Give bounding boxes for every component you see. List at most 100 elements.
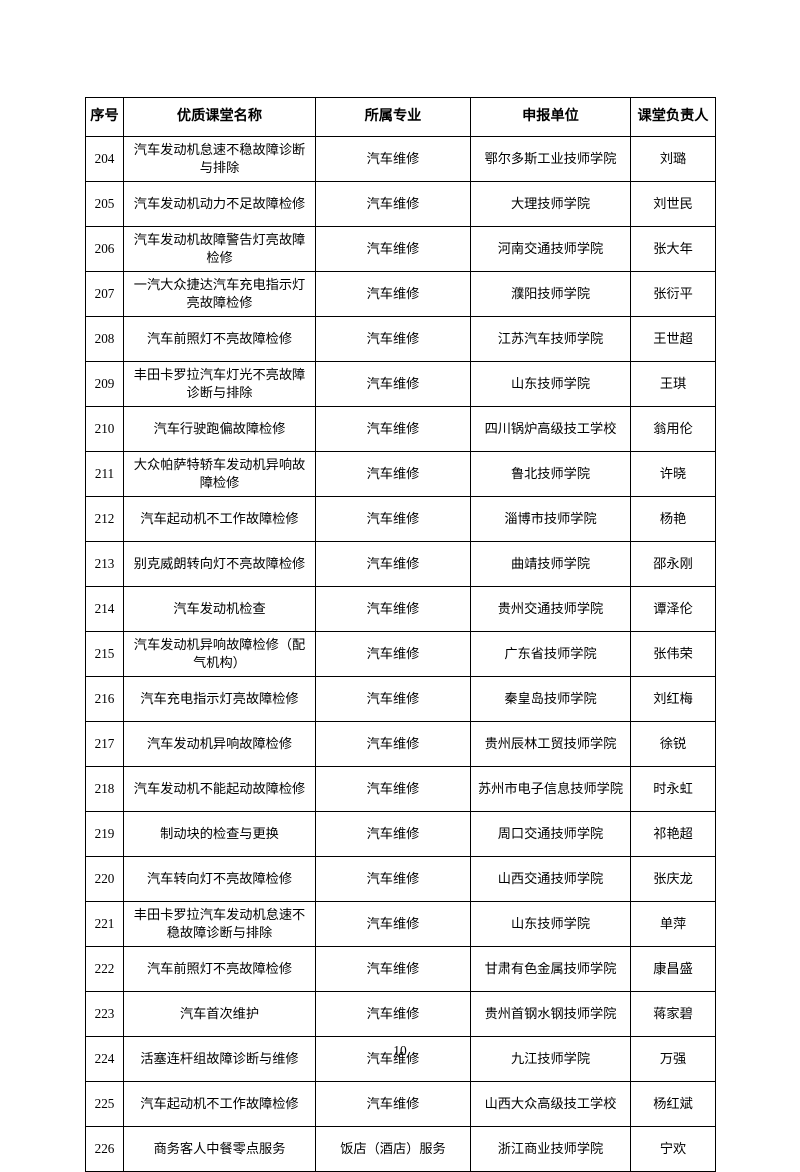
cell-declaring-unit: 贵州交通技师学院	[470, 586, 631, 632]
table-row: 226 商务客人中餐零点服务 饭店（酒店）服务 浙江商业技师学院 宁欢	[85, 1126, 716, 1172]
cell-major: 汽车维修	[315, 721, 471, 767]
cell-responsible-person: 时永虹	[630, 766, 716, 812]
cell-course-name: 汽车发动机异响故障检修（配气机构）	[123, 631, 316, 677]
cell-course-name: 别克威朗转向灯不亮故障检修	[123, 541, 316, 587]
column-header-unit: 申报单位	[470, 97, 631, 137]
cell-declaring-unit: 鲁北技师学院	[470, 451, 631, 497]
cell-declaring-unit: 浙江商业技师学院	[470, 1126, 631, 1172]
page-number: 10	[393, 1043, 407, 1058]
cell-sequence-number: 213	[85, 541, 124, 587]
cell-declaring-unit: 濮阳技师学院	[470, 271, 631, 317]
cell-sequence-number: 222	[85, 946, 124, 992]
cell-declaring-unit: 苏州市电子信息技师学院	[470, 766, 631, 812]
table-header: 序号 优质课堂名称 所属专业 申报单位 课堂负责人	[85, 97, 716, 137]
cell-course-name: 汽车前照灯不亮故障检修	[123, 316, 316, 362]
table-row: 219 制动块的检查与更换 汽车维修 周口交通技师学院 祁艳超	[85, 811, 716, 857]
cell-major: 汽车维修	[315, 451, 471, 497]
cell-sequence-number: 226	[85, 1126, 124, 1172]
cell-major: 汽车维修	[315, 1081, 471, 1127]
cell-declaring-unit: 山东技师学院	[470, 901, 631, 947]
cell-responsible-person: 康昌盛	[630, 946, 716, 992]
cell-declaring-unit: 曲靖技师学院	[470, 541, 631, 587]
cell-course-name: 商务客人中餐零点服务	[123, 1126, 316, 1172]
cell-declaring-unit: 淄博市技师学院	[470, 496, 631, 542]
table-row: 223 汽车首次维护 汽车维修 贵州首钢水钢技师学院 蒋家碧	[85, 991, 716, 1037]
cell-course-name: 汽车发动机动力不足故障检修	[123, 181, 316, 227]
cell-responsible-person: 翁用伦	[630, 406, 716, 452]
cell-major: 汽车维修	[315, 271, 471, 317]
table-row: 215 汽车发动机异响故障检修（配气机构） 汽车维修 广东省技师学院 张伟荣	[85, 631, 716, 677]
listing-table-container: 序号 优质课堂名称 所属专业 申报单位 课堂负责人 204 汽车发动机怠速不稳故障…	[85, 97, 716, 1172]
table-row: 212 汽车起动机不工作故障检修 汽车维修 淄博市技师学院 杨艳	[85, 496, 716, 542]
cell-course-name: 汽车首次维护	[123, 991, 316, 1037]
cell-major: 汽车维修	[315, 496, 471, 542]
cell-course-name: 汽车发动机怠速不稳故障诊断与排除	[123, 136, 316, 182]
cell-sequence-number: 214	[85, 586, 124, 632]
cell-responsible-person: 徐锐	[630, 721, 716, 767]
table-row: 221 丰田卡罗拉汽车发动机怠速不稳故障诊断与排除 汽车维修 山东技师学院 单萍	[85, 901, 716, 947]
cell-responsible-person: 蒋家碧	[630, 991, 716, 1037]
cell-course-name: 大众帕萨特轿车发动机异响故障检修	[123, 451, 316, 497]
table-row: 225 汽车起动机不工作故障检修 汽车维修 山西大众高级技工学校 杨红斌	[85, 1081, 716, 1127]
cell-course-name: 汽车发动机异响故障检修	[123, 721, 316, 767]
cell-sequence-number: 211	[85, 451, 124, 497]
table-row: 208 汽车前照灯不亮故障检修 汽车维修 江苏汽车技师学院 王世超	[85, 316, 716, 362]
cell-major: 汽车维修	[315, 676, 471, 722]
cell-sequence-number: 225	[85, 1081, 124, 1127]
column-header-person: 课堂负责人	[630, 97, 716, 137]
cell-course-name: 一汽大众捷达汽车充电指示灯亮故障检修	[123, 271, 316, 317]
cell-course-name: 汽车起动机不工作故障检修	[123, 496, 316, 542]
cell-course-name: 汽车发动机不能起动故障检修	[123, 766, 316, 812]
cell-responsible-person: 谭泽伦	[630, 586, 716, 632]
cell-sequence-number: 210	[85, 406, 124, 452]
cell-sequence-number: 218	[85, 766, 124, 812]
cell-course-name: 活塞连杆组故障诊断与维修	[123, 1036, 316, 1082]
cell-sequence-number: 212	[85, 496, 124, 542]
cell-major: 汽车维修	[315, 181, 471, 227]
table-row: 224 活塞连杆组故障诊断与维修 汽车维修 九江技师学院 万强	[85, 1036, 716, 1082]
cell-declaring-unit: 江苏汽车技师学院	[470, 316, 631, 362]
cell-responsible-person: 刘红梅	[630, 676, 716, 722]
cell-declaring-unit: 河南交通技师学院	[470, 226, 631, 272]
cell-sequence-number: 224	[85, 1036, 124, 1082]
column-header-course-name: 优质课堂名称	[123, 97, 316, 137]
table-row: 213 别克威朗转向灯不亮故障检修 汽车维修 曲靖技师学院 邵永刚	[85, 541, 716, 587]
cell-major: 汽车维修	[315, 586, 471, 632]
quality-classroom-table: 序号 优质课堂名称 所属专业 申报单位 课堂负责人 204 汽车发动机怠速不稳故障…	[85, 97, 716, 1172]
cell-sequence-number: 216	[85, 676, 124, 722]
cell-declaring-unit: 贵州辰林工贸技师学院	[470, 721, 631, 767]
cell-major: 汽车维修	[315, 226, 471, 272]
cell-declaring-unit: 九江技师学院	[470, 1036, 631, 1082]
cell-sequence-number: 209	[85, 361, 124, 407]
cell-course-name: 汽车转向灯不亮故障检修	[123, 856, 316, 902]
cell-sequence-number: 221	[85, 901, 124, 947]
cell-major: 汽车维修	[315, 541, 471, 587]
cell-responsible-person: 张庆龙	[630, 856, 716, 902]
table-body: 204 汽车发动机怠速不稳故障诊断与排除 汽车维修 鄂尔多斯工业技师学院 刘璐 205 汽车…	[85, 136, 716, 1172]
cell-declaring-unit: 四川锅炉高级技工学校	[470, 406, 631, 452]
cell-major: 汽车维修	[315, 631, 471, 677]
cell-responsible-person: 王世超	[630, 316, 716, 362]
table-row: 216 汽车充电指示灯亮故障检修 汽车维修 秦皇岛技师学院 刘红梅	[85, 676, 716, 722]
cell-responsible-person: 王琪	[630, 361, 716, 407]
cell-declaring-unit: 甘肃有色金属技师学院	[470, 946, 631, 992]
cell-declaring-unit: 山西大众高级技工学校	[470, 1081, 631, 1127]
cell-course-name: 制动块的检查与更换	[123, 811, 316, 857]
cell-sequence-number: 215	[85, 631, 124, 677]
cell-major: 汽车维修	[315, 406, 471, 452]
cell-sequence-number: 204	[85, 136, 124, 182]
table-row: 204 汽车发动机怠速不稳故障诊断与排除 汽车维修 鄂尔多斯工业技师学院 刘璐	[85, 136, 716, 182]
cell-responsible-person: 刘世民	[630, 181, 716, 227]
cell-declaring-unit: 贵州首钢水钢技师学院	[470, 991, 631, 1037]
cell-course-name: 丰田卡罗拉汽车灯光不亮故障诊断与排除	[123, 361, 316, 407]
cell-sequence-number: 206	[85, 226, 124, 272]
cell-major: 汽车维修	[315, 901, 471, 947]
cell-declaring-unit: 秦皇岛技师学院	[470, 676, 631, 722]
table-row: 220 汽车转向灯不亮故障检修 汽车维修 山西交通技师学院 张庆龙	[85, 856, 716, 902]
cell-major: 汽车维修	[315, 946, 471, 992]
document-page: 序号 优质课堂名称 所属专业 申报单位 课堂负责人 204 汽车发动机怠速不稳故障…	[85, 97, 716, 1172]
cell-responsible-person: 单萍	[630, 901, 716, 947]
cell-declaring-unit: 大理技师学院	[470, 181, 631, 227]
cell-course-name: 汽车发动机故障警告灯亮故障检修	[123, 226, 316, 272]
column-header-no: 序号	[85, 97, 124, 137]
